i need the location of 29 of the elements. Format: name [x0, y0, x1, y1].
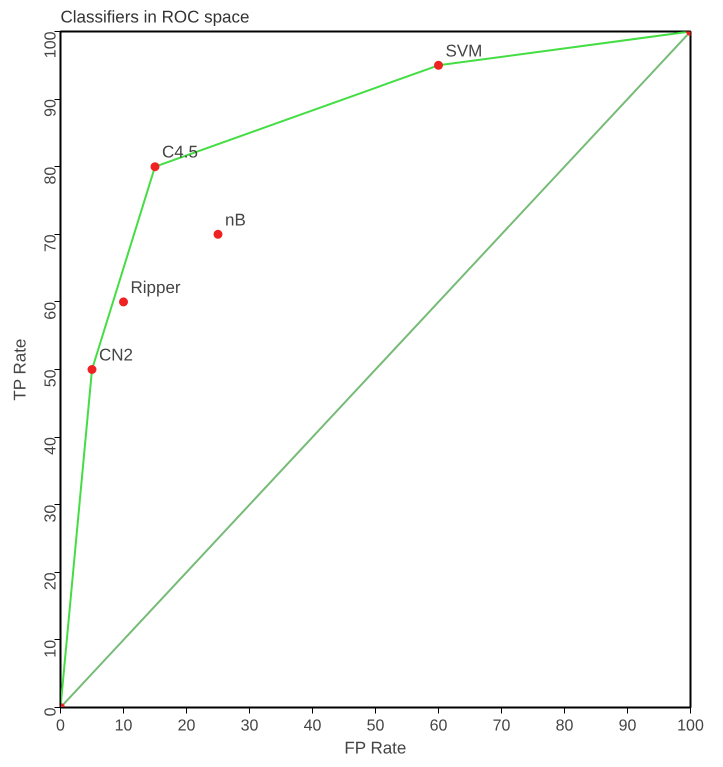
- x-tick-label: 30: [240, 718, 258, 734]
- x-tick-label: 10: [114, 718, 132, 734]
- x-axis-title: FP Rate: [344, 738, 406, 758]
- annotation: CN2: [99, 346, 134, 364]
- annotation: C4.5: [162, 142, 198, 162]
- x-tick-label: 90: [618, 718, 636, 734]
- x-tick-label: 20: [178, 718, 196, 734]
- y-tick-label: 30: [42, 504, 60, 522]
- y-axis-title: TP Rate: [10, 338, 30, 401]
- x-tick-label: 70: [492, 718, 510, 734]
- y-tick-label: 90: [42, 99, 60, 117]
- x-tick-label: 40: [304, 718, 322, 734]
- y-tick-label: 10: [42, 640, 60, 658]
- x-tick-label: 100: [677, 718, 704, 734]
- y-tick-label: 70: [42, 234, 60, 252]
- x-tick-label: 80: [556, 718, 574, 734]
- x-tick-label: 60: [430, 718, 448, 734]
- y-tick-label: 50: [42, 369, 60, 388]
- x-tick-label: 50: [366, 718, 384, 734]
- chart-title: Classifiers in ROC space: [60, 8, 250, 26]
- y-tick-label: 60: [42, 302, 60, 320]
- y-tick-label: 0: [42, 707, 60, 716]
- annotation: SVM: [446, 41, 482, 60]
- y-tick-label: 80: [42, 166, 60, 184]
- y-tick-label: 40: [42, 437, 60, 455]
- annotation: Ripper: [130, 278, 181, 297]
- y-tick-label: 20: [42, 572, 60, 590]
- annotation: nB: [225, 210, 246, 230]
- y-tick-label: 100: [42, 31, 60, 58]
